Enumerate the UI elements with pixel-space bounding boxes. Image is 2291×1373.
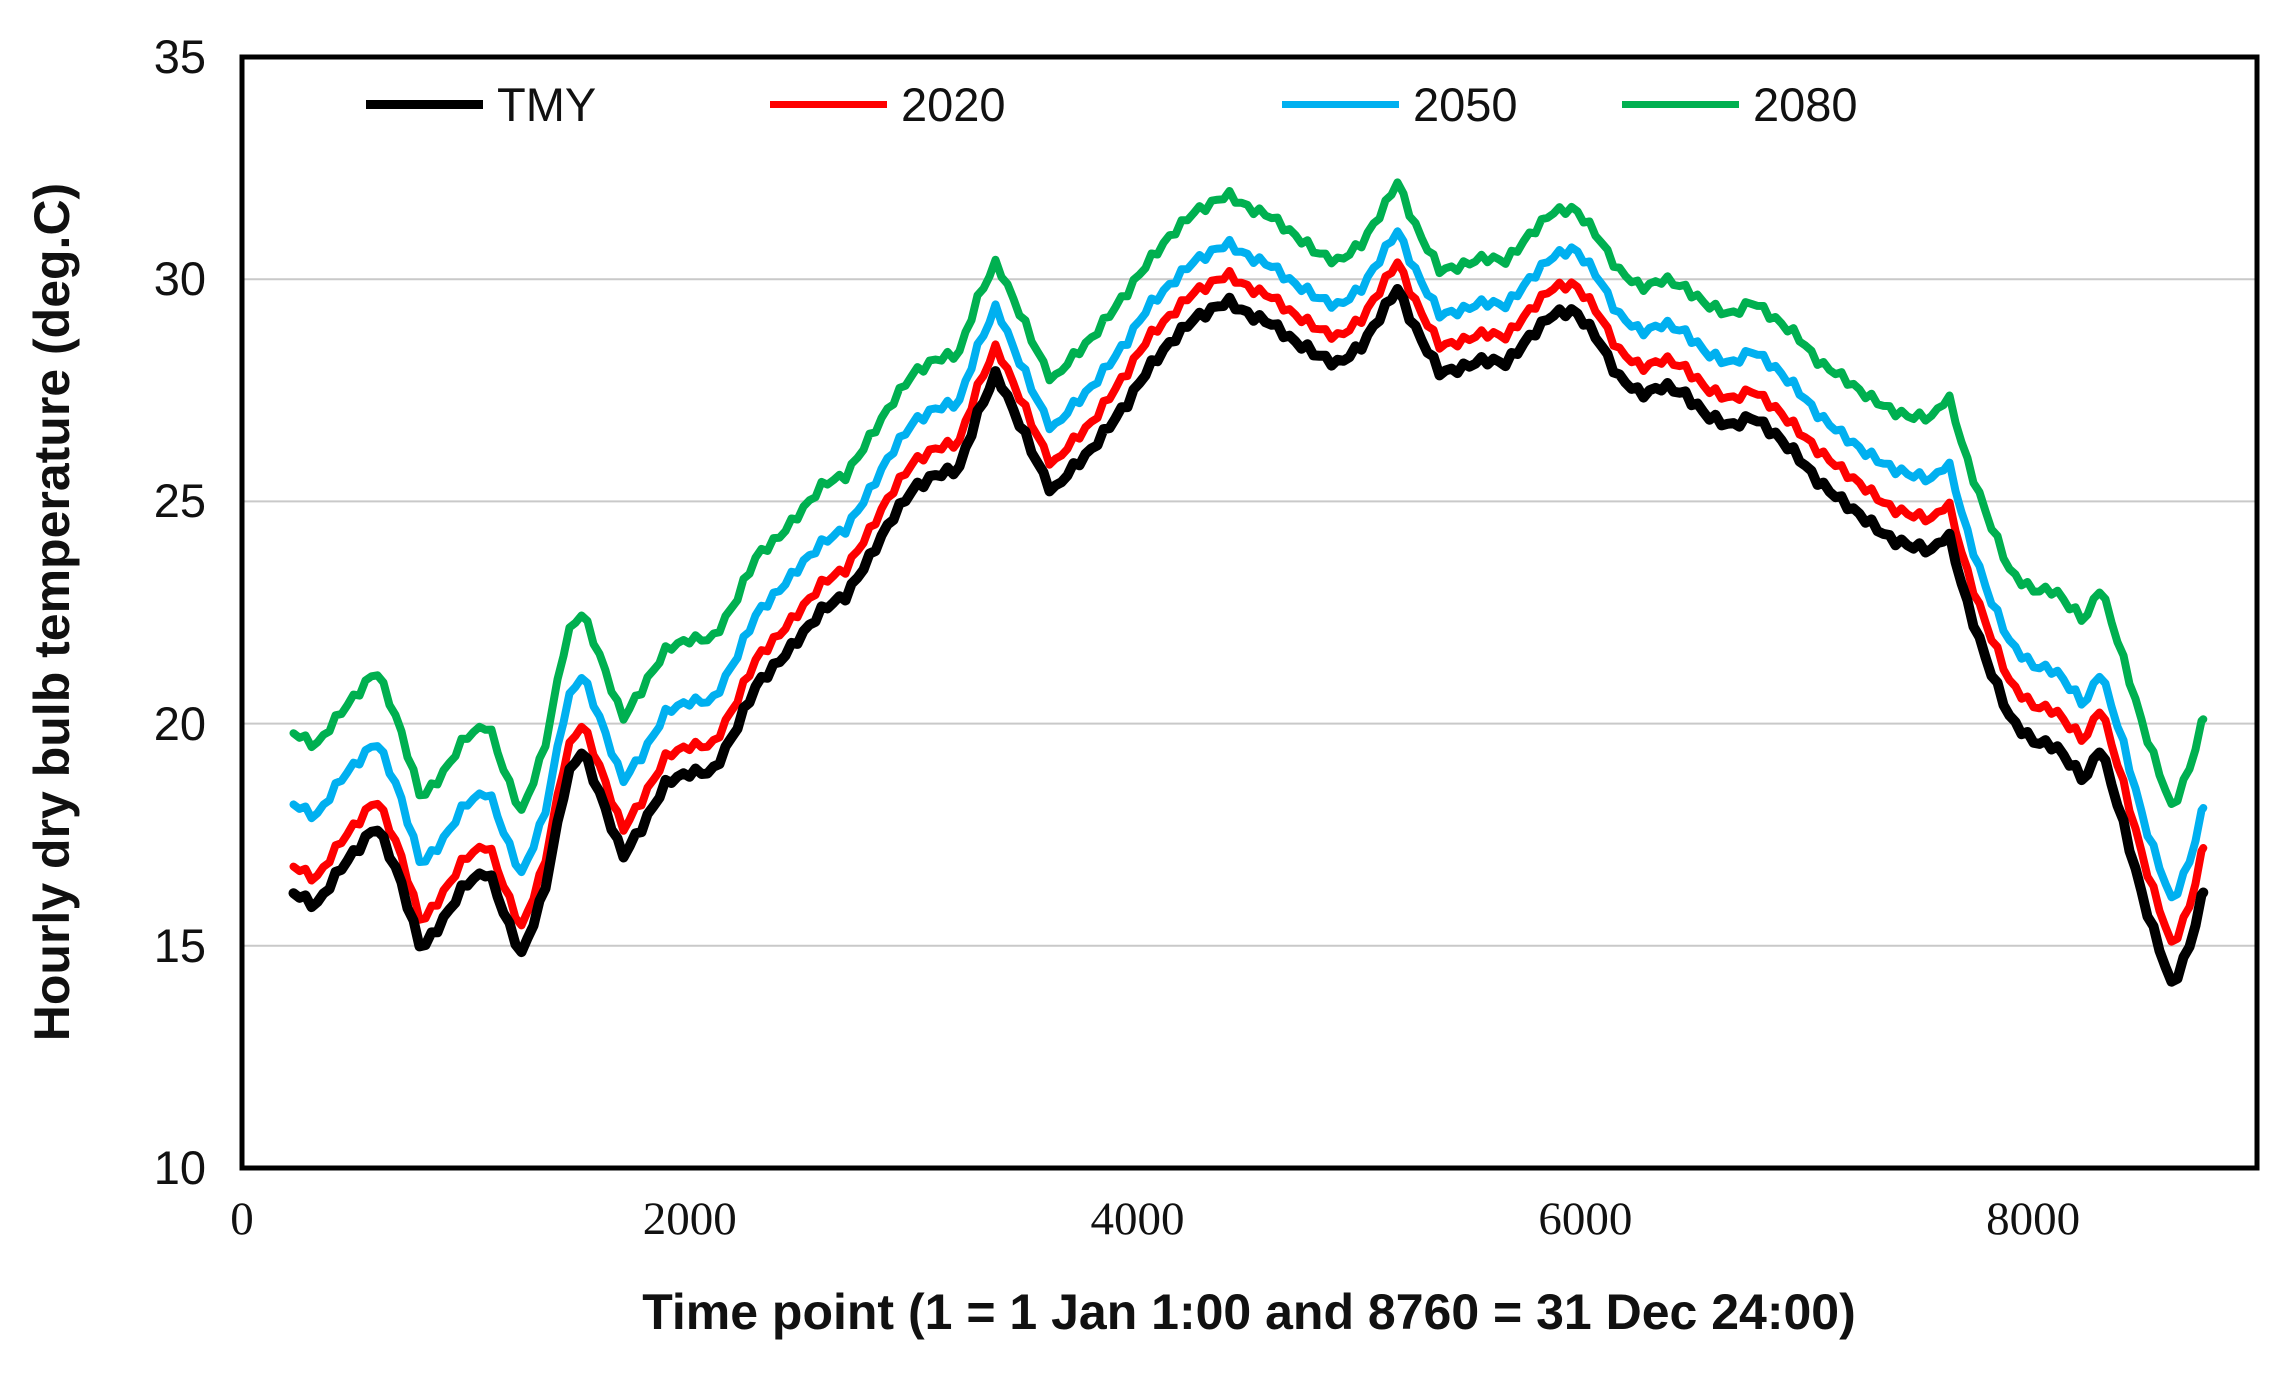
legend-label-2020: 2020 [901, 77, 1006, 131]
x-tick-label-6000: 6000 [1538, 1193, 1633, 1245]
x-tick-label-4000: 4000 [1090, 1193, 1185, 1245]
series-line-2080 [289, 178, 2208, 814]
x-tick-label-8000: 8000 [1986, 1193, 2081, 1245]
chart-legend: TMY 2020 2050 2080 [0, 76, 2291, 132]
legend-item-TMY: TMY [366, 76, 596, 132]
y-tick-label-20: 20 [153, 696, 206, 750]
legend-swatch-TMY [366, 99, 483, 109]
legend-label-TMY: TMY [497, 77, 597, 131]
legend-label-2050: 2050 [1413, 77, 1518, 131]
y-tick-label-25: 25 [153, 474, 206, 528]
y-axis-title: Hourly dry bulb temperature (deg.C) [24, 182, 80, 1042]
x-tick-label-0: 0 [230, 1193, 254, 1245]
legend-label-2080: 2080 [1753, 77, 1858, 131]
y-tick-label-10: 10 [153, 1141, 206, 1194]
legend-item-2080: 2080 [1622, 76, 1858, 132]
legend-swatch-2020 [770, 100, 887, 108]
x-axis-title: Time point (1 = 1 Jan 1:00 and 8760 = 31… [642, 1284, 1856, 1340]
series-line-TMY [288, 284, 2209, 987]
series-line-2020 [289, 258, 2208, 946]
series-line-2050 [289, 227, 2208, 902]
y-tick-label-35: 35 [153, 30, 206, 83]
legend-swatch-2080 [1622, 100, 1739, 108]
y-tick-label-30: 30 [153, 252, 206, 306]
legend-item-2050: 2050 [1282, 76, 1518, 132]
legend-item-2020: 2020 [770, 76, 1006, 132]
legend-swatch-2050 [1282, 100, 1399, 108]
x-tick-label-2000: 2000 [642, 1193, 737, 1245]
y-tick-label-15: 15 [153, 918, 206, 972]
plot-border [239, 54, 2260, 1171]
